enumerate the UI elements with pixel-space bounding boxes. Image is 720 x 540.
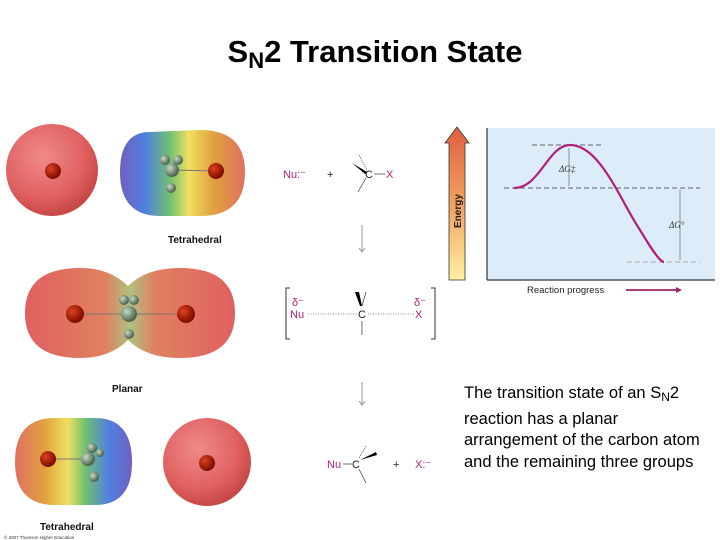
caption-text: The transition state of an S [464,384,662,402]
caption-text-rest: 2 reaction has a planar arrangement of t… [464,384,700,471]
nu-text-product: Nu [327,459,341,471]
x-text-ts: X [415,309,423,321]
tetrahedral-label-top: Tetrahedral [168,235,222,246]
nu-text: Nu [290,309,304,321]
reaction-progress-arrow [626,287,682,293]
tetrahedral-label-bottom: Tetrahedral [40,522,94,533]
tetrahedral-product-model [15,418,132,505]
copyright-text: © 2007 Thomson Higher Education [4,534,75,540]
carbon-text-ts: C [358,309,366,321]
plus-sign: + [327,169,333,181]
title-text: S [227,34,249,69]
energy-plot-panel: ΔG‡ ΔG° [486,128,715,281]
title-subscript: N [248,48,265,73]
planar-transition-model [25,268,235,358]
carbon-text: C [365,169,373,181]
delta-minus-nu: δ⁻ [292,297,304,309]
transition-state-structure: δ⁻ Nu C δ⁻ X [285,287,436,340]
reaction-progress-label: Reaction progress [527,285,604,296]
energy-axis-arrow: Energy [444,126,470,281]
energy-label: Energy [453,194,464,228]
reaction-energy-label: ΔG° [668,220,685,230]
caption-subscript: N [661,390,670,404]
delta-minus-x: δ⁻ [414,297,426,309]
tetrahedral-reactant-model [120,130,245,216]
leaving-group-product: X:⁻ [415,459,431,471]
mechanism-reactants: Nu:⁻ + C X [283,154,394,193]
planar-label: Planar [112,384,143,395]
slide-title: SN2 Transition State [0,34,720,74]
nucleophile-sphere-top [6,124,98,216]
reaction-arrow-1 [358,225,366,253]
carbon-text-product: C [352,459,360,471]
title-text-rest: 2 Transition State [264,34,523,69]
leaving-group-text: X [386,169,394,181]
nucleophile-text: Nu:⁻ [283,169,306,181]
mechanism-products: Nu C + X:⁻ [327,445,431,484]
reaction-arrow-2 [358,382,366,406]
energy-curve [513,143,665,264]
activation-energy-label: ΔG‡ [558,164,576,174]
plus-sign-product: + [393,459,399,471]
slide-caption: The transition state of an SN2 reaction … [464,383,714,473]
leaving-group-sphere-bottom [163,418,251,506]
